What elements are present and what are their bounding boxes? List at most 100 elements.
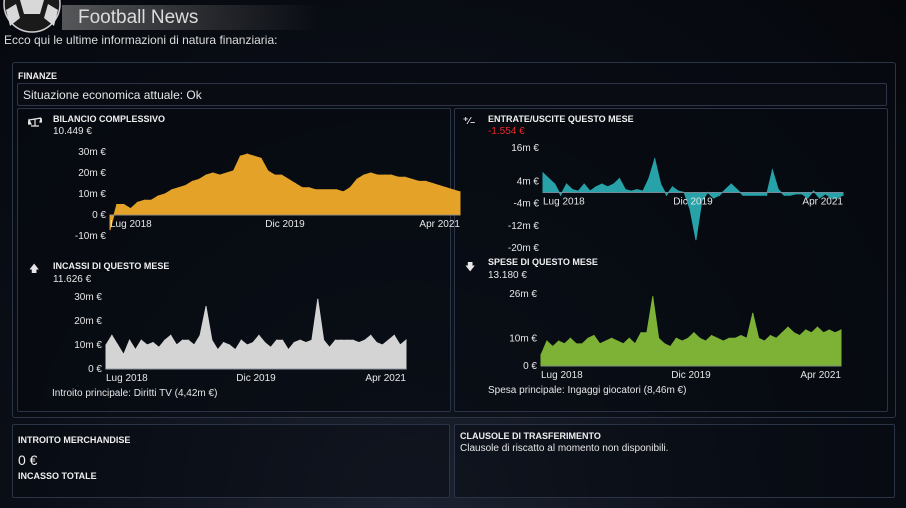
data-point <box>642 190 644 192</box>
data-point <box>565 183 568 185</box>
y-tick-label: 10m € <box>509 333 537 344</box>
monthly-expenses-value: 13.180 € <box>488 270 527 281</box>
data-point <box>349 187 351 189</box>
data-point <box>390 174 392 176</box>
data-point <box>405 339 407 341</box>
x-tick-label: Dic 2019 <box>671 370 711 381</box>
data-point <box>211 339 213 341</box>
data-point <box>111 334 113 336</box>
data-point <box>665 194 668 196</box>
data-point <box>699 337 701 339</box>
window-title: Football News <box>78 7 199 28</box>
data-point <box>346 339 348 341</box>
data-point <box>677 190 679 192</box>
data-point <box>438 185 441 187</box>
data-point <box>569 337 572 339</box>
data-point <box>170 334 172 336</box>
data-point <box>799 334 801 337</box>
data-point <box>356 178 358 180</box>
data-point <box>622 343 624 345</box>
data-point <box>328 346 331 348</box>
data-point <box>198 178 200 180</box>
x-tick-label: Apr 2021 <box>419 219 460 230</box>
data-point <box>212 172 214 174</box>
data-point <box>616 340 619 342</box>
data-point <box>287 178 290 180</box>
merch-value: 0 € <box>18 452 38 468</box>
data-point <box>593 334 595 337</box>
monthly-income-title: INCASSI DI QUESTO MESE <box>53 261 170 271</box>
data-point <box>722 340 724 342</box>
data-point <box>763 340 766 342</box>
data-point <box>663 343 666 345</box>
balance-value: 10.449 € <box>53 126 92 137</box>
data-point <box>181 339 184 341</box>
data-point <box>695 239 697 241</box>
data-point <box>607 186 609 188</box>
data-point <box>834 332 836 334</box>
data-point <box>252 342 254 344</box>
data-point <box>730 183 732 185</box>
data-point <box>640 332 642 334</box>
data-point <box>171 189 173 191</box>
data-point <box>305 342 307 344</box>
y-tick-label: 4m € <box>517 176 540 187</box>
data-point <box>334 339 337 341</box>
data-point <box>228 344 231 346</box>
data-point <box>710 334 713 337</box>
data-point <box>554 183 556 185</box>
data-point <box>658 337 660 339</box>
data-point <box>681 340 683 342</box>
income-expense-chart: 16m € 4m € -4m € -12m € -20m € Lug 2018 Dic 20… <box>508 143 844 254</box>
data-point <box>431 182 434 185</box>
data-point <box>370 334 372 336</box>
data-point <box>397 176 399 178</box>
monthly-income-value: 11.626 € <box>53 274 92 285</box>
merchandise-box: INTROITO MERCHANDISE 0 € INCASSO TOTALE <box>12 424 450 498</box>
data-point <box>175 344 178 346</box>
data-point <box>275 339 278 341</box>
data-point <box>816 326 819 328</box>
data-point <box>240 339 242 341</box>
data-point <box>364 339 366 341</box>
data-point <box>164 193 166 195</box>
data-point <box>822 332 824 334</box>
monthly-expenses-chart: 26m € 10m € 0 € Lug 2018 Dic 2019 Apr 2021 <box>509 289 842 381</box>
data-point <box>542 172 544 174</box>
data-point <box>294 182 296 185</box>
data-point <box>824 193 826 195</box>
balance-scale-icon <box>27 116 43 131</box>
data-point <box>716 337 719 339</box>
data-point <box>581 343 583 345</box>
data-point <box>818 197 821 199</box>
data-point <box>123 203 125 206</box>
data-point <box>840 329 842 331</box>
data-point <box>315 189 317 191</box>
data-point <box>765 194 768 196</box>
data-point <box>769 334 772 337</box>
data-point <box>311 339 313 341</box>
data-point <box>693 332 695 334</box>
data-point <box>109 229 111 231</box>
y-tick-label: 0 € <box>523 361 537 372</box>
title-bar: Football News <box>0 0 906 34</box>
data-point <box>830 197 832 199</box>
y-tick-label: -10m € <box>75 231 107 242</box>
data-point <box>281 339 284 341</box>
data-point <box>329 189 331 191</box>
data-point <box>323 339 325 341</box>
data-point <box>669 346 672 348</box>
title-strip <box>62 5 320 30</box>
y-tick-label: -4m € <box>513 199 539 210</box>
data-point <box>293 342 295 344</box>
data-point <box>795 193 797 195</box>
data-point <box>418 180 420 182</box>
data-point <box>232 170 235 172</box>
data-point <box>712 197 715 199</box>
data-point <box>610 337 613 339</box>
data-point <box>771 169 774 171</box>
data-point <box>219 174 221 176</box>
data-point <box>636 189 638 191</box>
data-point <box>612 183 615 185</box>
data-point <box>705 340 707 342</box>
